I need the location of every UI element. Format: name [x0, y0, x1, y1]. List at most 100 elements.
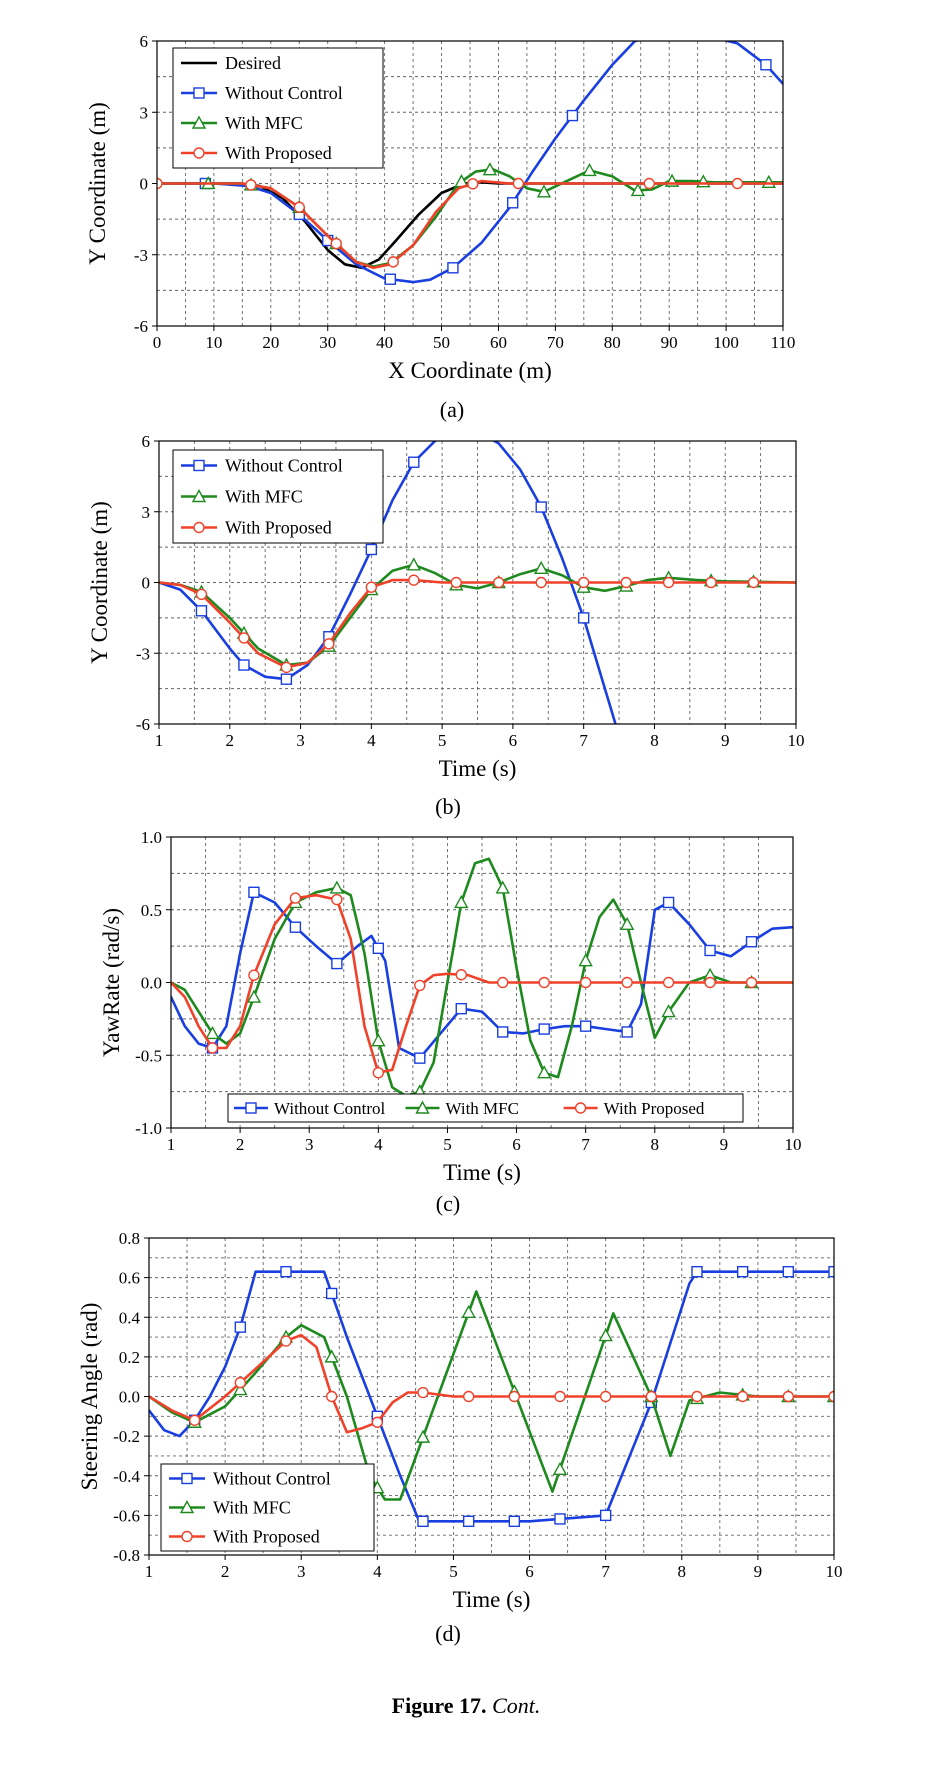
data-point-with-proposed	[238, 632, 250, 644]
data-point-with-proposed	[535, 576, 547, 589]
data-point-with-proposed	[455, 969, 467, 981]
data-point-without-control	[455, 1002, 467, 1015]
x-tick-label: 9	[721, 731, 730, 750]
x-tick-label: 40	[376, 333, 393, 352]
x-tick-label: 90	[661, 333, 678, 352]
x-tick-label: 2	[236, 1135, 245, 1154]
legend-marker	[181, 1530, 193, 1543]
data-point-with-proposed	[493, 576, 505, 589]
legend-marker	[574, 1102, 587, 1114]
data-point-with-mfc	[619, 916, 635, 930]
x-tick-label: 5	[443, 1135, 452, 1154]
series-group-a	[157, 41, 783, 285]
data-point-with-mfc	[578, 953, 593, 967]
x-tick-label: 3	[296, 731, 305, 750]
x-tick-label: 1	[155, 731, 164, 750]
data-point-with-proposed	[323, 638, 335, 650]
data-point-without-control	[417, 1515, 429, 1528]
x-tick-label: 100	[713, 333, 739, 352]
data-point-with-proposed	[387, 256, 399, 268]
data-point-with-mfc	[454, 895, 469, 909]
x-tick-label: 80	[604, 333, 621, 352]
x-tick-label: 50	[433, 333, 450, 352]
data-point-without-control	[331, 957, 343, 970]
data-point-with-proposed	[245, 179, 257, 191]
data-point-with-mfc	[630, 182, 646, 197]
data-point-without-control	[280, 1265, 292, 1278]
y-tick-label: 3	[142, 503, 151, 522]
x-axis-label: Time (s)	[453, 1587, 531, 1612]
legend-label: With Proposed	[604, 1099, 705, 1118]
x-tick-label: 7	[579, 731, 588, 750]
data-point-with-proposed	[408, 574, 420, 586]
data-point-with-proposed	[662, 576, 675, 589]
y-tick-label: -0.4	[113, 1467, 140, 1486]
data-point-with-mfc	[534, 560, 549, 575]
x-tick-label: 30	[319, 333, 336, 352]
y-tick-label: -0.6	[113, 1506, 140, 1525]
data-point-without-control	[760, 59, 772, 71]
data-point-with-mfc	[495, 880, 510, 894]
data-point-with-proposed	[325, 1390, 338, 1403]
x-tick-label: 0	[153, 333, 162, 352]
data-point-without-control	[599, 1509, 612, 1522]
data-point-with-proposed	[599, 1390, 612, 1403]
data-point-with-mfc	[406, 557, 421, 571]
data-point-without-control	[782, 1265, 795, 1278]
y-tick-label: -0.8	[113, 1546, 140, 1565]
legend-label: With Proposed	[225, 143, 332, 163]
data-point-with-proposed	[157, 177, 163, 190]
data-point-without-control	[554, 1513, 566, 1525]
data-point-without-control	[238, 659, 250, 671]
data-point-without-control	[662, 896, 675, 909]
data-point-with-proposed	[293, 201, 305, 213]
data-point-with-mfc	[552, 1461, 568, 1476]
legend-label: Desired	[225, 53, 281, 73]
y-tick-label: -6	[136, 715, 150, 734]
legend-label: With Proposed	[225, 518, 332, 538]
panel-label-c: (c)	[435, 1191, 461, 1216]
x-tick-label: 10	[785, 1135, 802, 1154]
y-tick-label: 0.8	[119, 1229, 140, 1248]
data-point-without-control	[506, 197, 519, 209]
x-tick-label: 4	[373, 1562, 382, 1581]
data-point-without-control	[414, 1052, 426, 1064]
data-point-with-proposed	[414, 979, 426, 992]
data-point-with-mfc	[371, 1033, 386, 1047]
series-line-without-control	[149, 1270, 834, 1523]
data-point-with-proposed	[828, 1390, 834, 1403]
data-point-with-proposed	[450, 576, 462, 589]
legend-label: With MFC	[225, 487, 303, 507]
data-point-with-mfc	[482, 162, 498, 176]
x-tick-label: 8	[678, 1562, 687, 1581]
data-point-without-control	[621, 1026, 633, 1038]
data-point-with-mfc	[661, 1004, 676, 1018]
data-point-with-proposed	[705, 576, 717, 589]
y-tick-label: -0.5	[135, 1046, 162, 1065]
figure-cont: Cont.	[492, 1693, 541, 1718]
data-point-with-proposed	[280, 661, 293, 674]
data-point-without-control	[535, 501, 547, 513]
data-point-with-proposed	[579, 976, 592, 989]
legend-marker	[193, 521, 205, 534]
data-point-with-mfc	[233, 1382, 248, 1396]
data-point-without-control	[289, 921, 302, 933]
x-tick-label: 5	[438, 731, 447, 750]
x-tick-label: 6	[512, 1135, 521, 1154]
data-point-with-proposed	[745, 976, 758, 989]
data-point-with-proposed	[206, 1042, 219, 1054]
x-tick-label: 8	[651, 1135, 660, 1154]
legend-label: With Proposed	[213, 1527, 320, 1547]
data-point-with-mfc	[246, 989, 262, 1003]
series-line-with-proposed	[171, 893, 793, 1074]
data-point-with-mfc	[329, 880, 345, 894]
data-point-with-proposed	[747, 576, 760, 589]
legend-label: Without Control	[213, 1469, 331, 1489]
legend-label: With MFC	[213, 1498, 291, 1518]
data-point-with-mfc	[536, 184, 552, 198]
series-group-c	[171, 857, 793, 1098]
x-tick-label: 7	[601, 1562, 610, 1581]
y-tick-label: 0.4	[119, 1308, 141, 1327]
figure-caption: Figure 17. Cont.	[0, 1693, 932, 1719]
